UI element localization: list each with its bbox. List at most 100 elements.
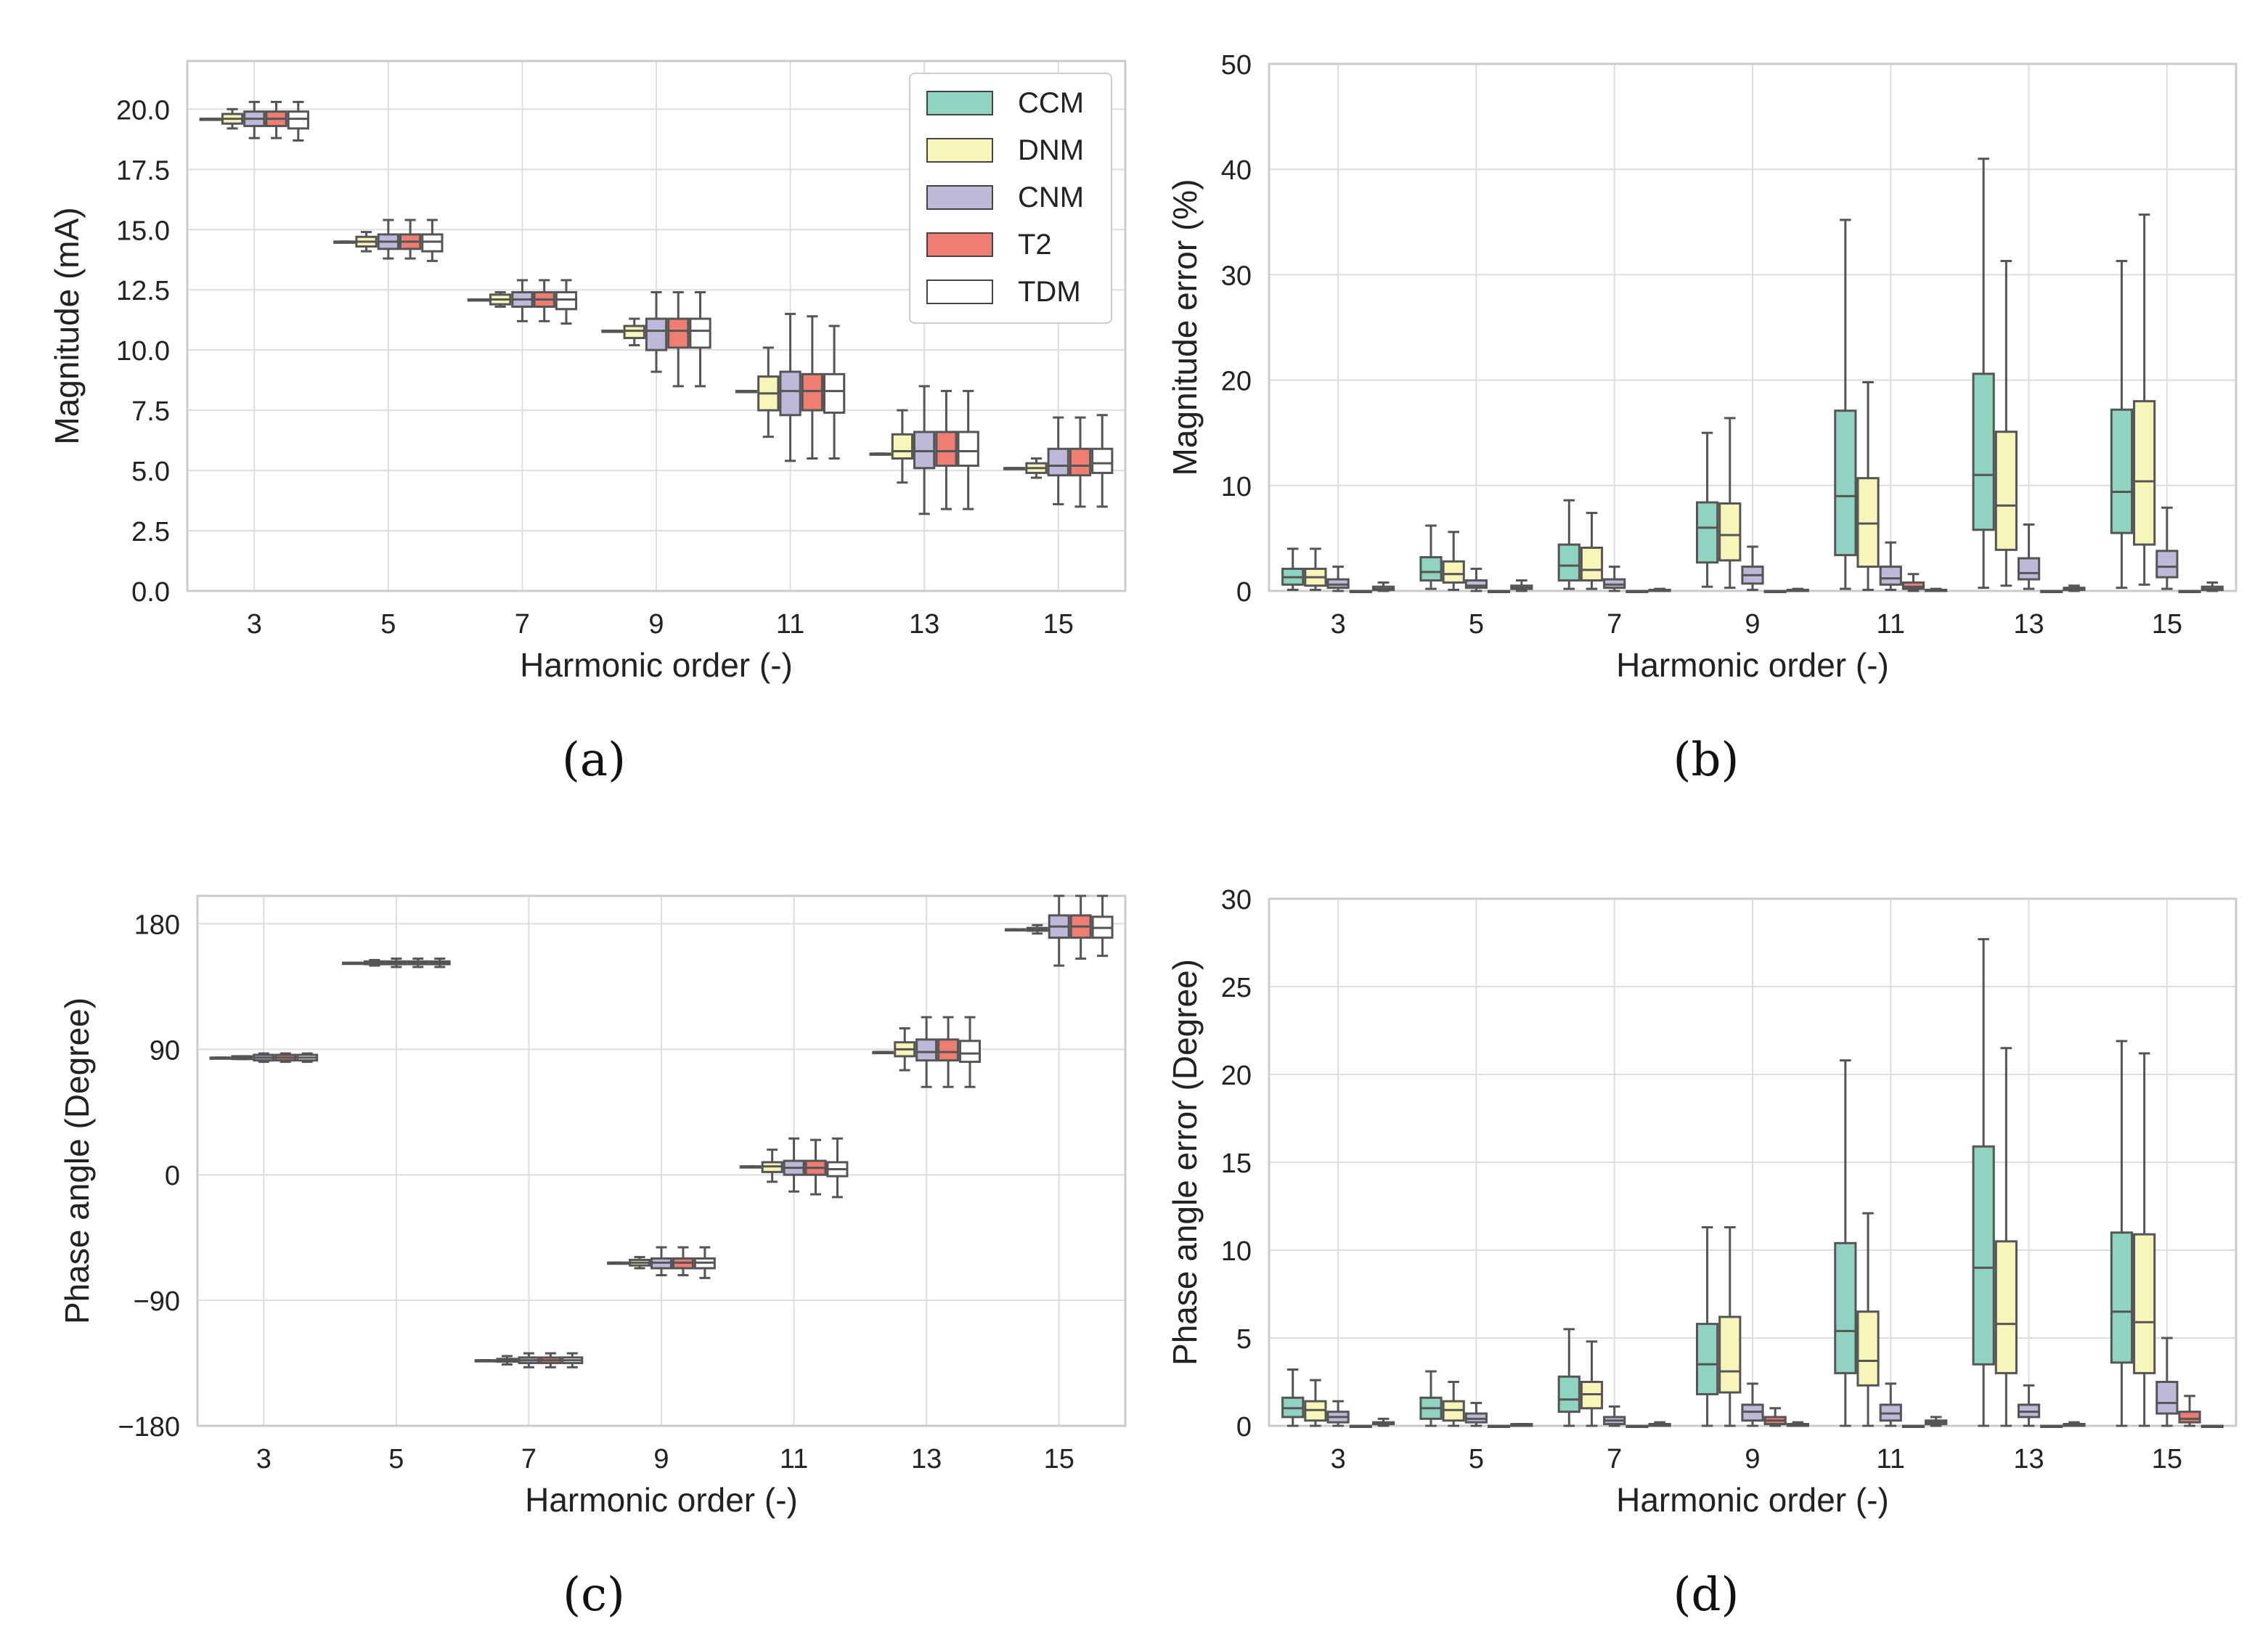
box-t2 (1069, 447, 1092, 477)
box-ccm (1695, 1323, 1719, 1395)
x-tick-label: 13 (2013, 609, 2044, 640)
y-tick-label: 20 (1221, 367, 1252, 397)
box-cnm (2017, 557, 2041, 581)
y-tick-label: 17.5 (116, 155, 170, 186)
x-tick-label: 9 (648, 609, 664, 640)
y-tick-label: 30 (1221, 885, 1252, 915)
y-axis-label: Magnitude (mA) (48, 207, 86, 444)
legend-label: CCM (1018, 86, 1085, 119)
box-t2 (801, 372, 823, 412)
y-tick-label: 180 (134, 910, 180, 940)
box-ccm (1834, 1241, 1857, 1374)
box-ccm (2110, 1231, 2134, 1364)
box-ccm (1695, 501, 1719, 564)
y-tick-label: 0 (165, 1161, 180, 1191)
x-tick-label: 9 (1745, 609, 1760, 640)
y-tick-label: 5 (1236, 1324, 1252, 1355)
legend-label: DNM (1018, 134, 1085, 166)
y-tick-label: 0 (1236, 577, 1252, 608)
x-tick-label: 15 (1043, 609, 1074, 640)
box-ccm (1834, 409, 1857, 557)
box-dnm (2133, 1233, 2156, 1374)
y-tick-label: 15.0 (116, 216, 170, 246)
box-tdm (823, 372, 846, 414)
legend-label: CNM (1018, 181, 1085, 213)
chart-c: −180 −90 0 90 180 3 5 7 9 11 13 15 Harmonic order (-… (58, 894, 1127, 1519)
box-dnm (623, 325, 645, 340)
y-tick-label: 0.0 (131, 577, 170, 608)
box-tdm (959, 1040, 981, 1064)
box-dnm (1718, 502, 1742, 562)
y-tick-label: 25 (1221, 973, 1252, 1003)
x-tick-label: 3 (1331, 1444, 1346, 1474)
x-axis-label: Harmonic order (-) (520, 646, 793, 684)
chart-b: 0 10 20 30 40 50 3 5 7 9 11 13 15 Harmonic order (-) M… (1166, 50, 2238, 684)
y-axis-label: Phase angle error (Degree) (1166, 959, 1204, 1366)
x-tick-label: 7 (1607, 1444, 1622, 1474)
box-t2 (935, 431, 958, 467)
y-tick-label: 10.0 (116, 336, 170, 367)
legend-label: TDM (1018, 275, 1081, 308)
box-tdm (287, 110, 309, 130)
x-tick-label: 9 (653, 1444, 669, 1474)
box-dnm (1580, 546, 1604, 582)
y-tick-label: −90 (134, 1286, 180, 1317)
y-tick-label: 30 (1221, 261, 1252, 291)
x-tick-label: 13 (909, 609, 939, 640)
box-dnm (1994, 431, 2018, 551)
x-tick-label: 11 (1877, 1444, 1905, 1474)
box-ccm (1419, 556, 1443, 582)
legend-swatch-t2 (926, 232, 993, 257)
x-tick-label: 5 (1469, 1444, 1484, 1474)
x-tick-label: 11 (1877, 609, 1905, 640)
x-tick-label: 11 (780, 1444, 808, 1474)
x-tick-label: 5 (388, 1444, 404, 1474)
legend-item-dnm: DNM (926, 134, 1085, 166)
x-tick-label: 7 (515, 609, 530, 640)
legend-item-t2: T2 (926, 228, 1052, 261)
x-axis-label: Harmonic order (-) (1616, 646, 1889, 684)
y-tick-label: 5.0 (131, 457, 170, 487)
box-dnm (1856, 1310, 1880, 1387)
box-t2 (937, 1038, 960, 1062)
box-ccm (2110, 408, 2134, 534)
x-tick-label: 5 (1469, 609, 1484, 640)
x-tick-label: 3 (1331, 609, 1346, 640)
x-tick-label: 15 (2152, 1444, 2182, 1474)
box-cnm (1879, 566, 1902, 586)
x-tick-label: 15 (1044, 1444, 1074, 1474)
box-cnm (1047, 447, 1069, 477)
box-cnm (915, 1038, 938, 1062)
legend-label: T2 (1018, 228, 1052, 261)
y-tick-label: 15 (1221, 1148, 1252, 1179)
legend-swatch-cnm (926, 185, 993, 210)
legend-swatch-dnm (926, 138, 993, 163)
panel-label-d: (d) (1673, 1568, 1739, 1622)
box-ccm (1972, 1145, 1995, 1366)
box-tdm (555, 291, 578, 311)
box-dnm (1442, 560, 1465, 584)
x-tick-label: 3 (256, 1444, 272, 1474)
y-tick-label: 10 (1221, 1236, 1252, 1267)
plot-frame (196, 894, 1127, 1427)
box-cnm (779, 370, 801, 417)
box-tdm (689, 317, 711, 349)
box-ccm (1557, 1375, 1580, 1413)
y-axis-label: Phase angle (Degree) (58, 997, 96, 1324)
y-tick-label: 20.0 (116, 95, 170, 126)
box-ccm (1972, 372, 1995, 531)
plot-frame (186, 60, 1127, 592)
x-tick-label: 13 (911, 1444, 942, 1474)
y-tick-label: 40 (1221, 155, 1252, 186)
x-tick-label: 9 (1745, 1444, 1760, 1474)
y-tick-label: 2.5 (131, 517, 170, 547)
chart-a: 0.0 2.5 5.0 7.5 10.0 12.5 15.0 17.5 20.0 3 5 7 9 11 13… (48, 60, 1127, 684)
x-axis-label: Harmonic order (-) (525, 1481, 798, 1519)
y-tick-label: 20 (1221, 1061, 1252, 1091)
y-tick-label: 90 (150, 1035, 180, 1066)
panel-label-c: (c) (563, 1568, 625, 1622)
legend-item-ccm: CCM (926, 86, 1085, 119)
box-dnm (1718, 1315, 1742, 1394)
